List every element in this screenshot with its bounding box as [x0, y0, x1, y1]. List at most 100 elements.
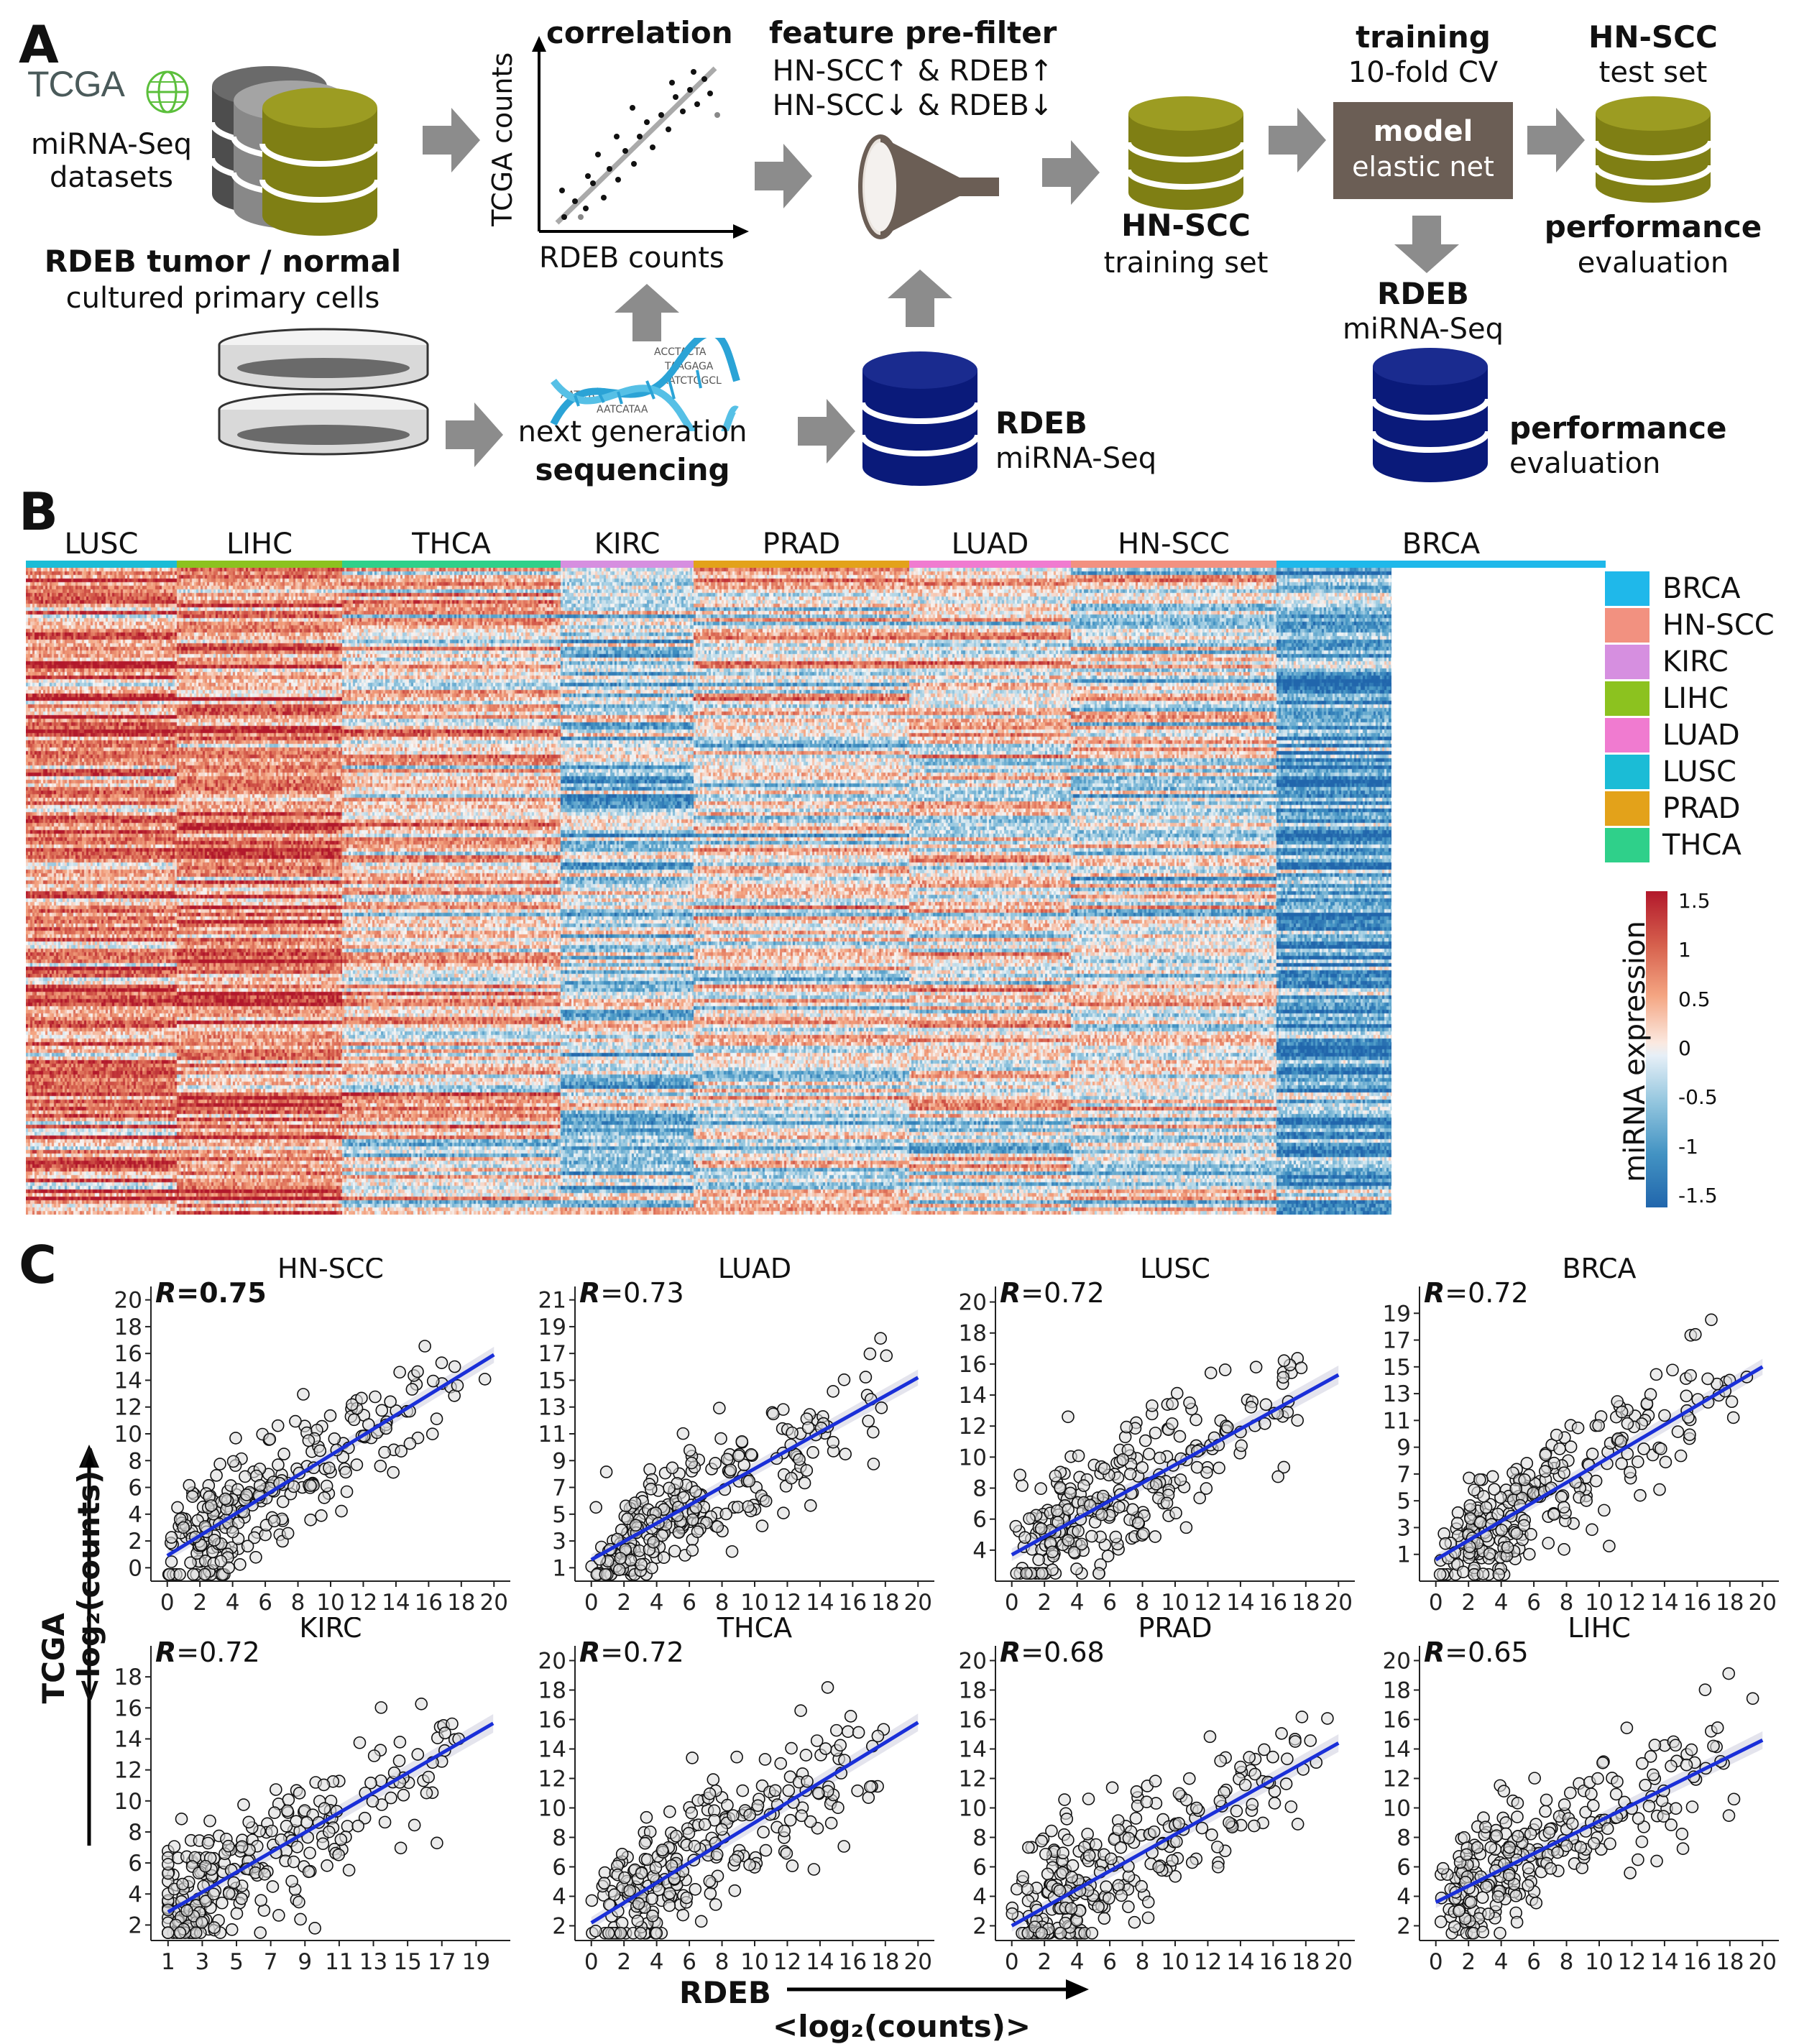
y-tick-label: 18: [114, 1665, 142, 1690]
scatter-point: [1077, 1479, 1090, 1492]
scatter-point: [1624, 1866, 1637, 1879]
funnel-icon: [858, 134, 999, 239]
scatter-point: [1655, 1442, 1667, 1455]
scatter-point: [355, 1391, 368, 1405]
scatter-point: [205, 1499, 218, 1512]
tcga-desc-line2: datasets: [49, 161, 174, 194]
scatter-point: [397, 1788, 410, 1802]
heatmap-group-label: THCA: [412, 528, 491, 561]
hnscc-test-database-icon: [1593, 96, 1713, 203]
arrow-right-icon: [1042, 140, 1100, 205]
scatter-point: [1558, 1543, 1570, 1556]
scatter-point: [862, 1791, 875, 1804]
scatter-point: [1698, 1683, 1712, 1696]
scatter-point: [1542, 1826, 1556, 1839]
scatter-point: [1685, 1743, 1698, 1757]
scatter-point: [235, 1892, 248, 1905]
scatter-point: [1586, 1447, 1599, 1460]
x-tick-label: 14: [1226, 1949, 1254, 1975]
scatter-point: [728, 1854, 742, 1867]
scatter-point: [430, 1412, 443, 1425]
x-tick-label: 14: [1650, 1590, 1678, 1616]
scatter-point: [1295, 1711, 1309, 1723]
scatter-point: [1575, 1861, 1588, 1874]
scatter-point: [589, 1501, 602, 1514]
scatter-point: [819, 1742, 832, 1755]
scatter-point: [347, 1413, 361, 1427]
scatter-point: [725, 1544, 739, 1558]
fit-line: [1011, 1741, 1340, 1928]
scatter-point: [435, 1356, 448, 1369]
scatter-point: [1680, 1758, 1693, 1772]
x-tick-label: 18: [1292, 1590, 1320, 1616]
y-tick-label: 16: [1383, 1708, 1411, 1734]
y-tick-label: 2: [552, 1914, 566, 1940]
y-tick-label: 10: [538, 1796, 566, 1822]
scatter-point: [1174, 1473, 1187, 1486]
fit-line: [590, 1721, 919, 1925]
scatter-point: [1034, 1482, 1047, 1496]
y-axis-label: TCGA <log₂(counts)>: [36, 1322, 106, 1826]
scatter-point: [1524, 1527, 1537, 1541]
panel-b-letter: B: [19, 482, 58, 542]
scatter-point: [1671, 1425, 1685, 1438]
scatter-point: [1614, 1435, 1628, 1448]
scatter-point: [663, 1805, 676, 1818]
legend-swatch: [1605, 828, 1650, 862]
scatter-point: [187, 1567, 200, 1581]
scatter-point: [1023, 1512, 1036, 1525]
scatter-point: [1179, 1521, 1193, 1534]
colorbar-tick-label: 0.5: [1678, 987, 1711, 1011]
scatter-point: [285, 1874, 298, 1888]
scatter-point: [1522, 1861, 1535, 1875]
colorbar-tick-label: -1.5: [1678, 1184, 1718, 1207]
scatter-point: [1520, 1457, 1534, 1470]
x-tick-label: 10: [1161, 1949, 1189, 1975]
scatter-point: [698, 1818, 712, 1831]
scatter-point: [1141, 1911, 1155, 1925]
scatter-point: [425, 1427, 439, 1441]
scatter-point: [1510, 1915, 1524, 1929]
scatter-point: [786, 1859, 799, 1872]
correlation-ylabel: TCGA counts: [487, 52, 519, 226]
y-tick-label: 15: [1383, 1355, 1411, 1381]
scatter-point: [1705, 1313, 1718, 1327]
scatter-point: [384, 1395, 397, 1409]
heatmap-group-label: BRCA: [1402, 528, 1481, 561]
scatter-point: [751, 1799, 765, 1813]
scatter-point: [1473, 1516, 1487, 1529]
scatter-point: [1149, 1478, 1163, 1491]
y-tick-label: 10: [1383, 1796, 1411, 1822]
scatter-point: [1166, 1397, 1179, 1411]
scatter-point: [318, 1491, 331, 1504]
scatter-point: [334, 1833, 348, 1846]
scatter-point: [1105, 1781, 1119, 1795]
scatter-point: [1045, 1824, 1058, 1838]
scatter-point: [624, 1554, 638, 1567]
scatter-point: [1453, 1905, 1466, 1918]
y-tick-label: 18: [959, 1678, 987, 1704]
x-tick-label: 8: [715, 1949, 730, 1975]
heatmap-group-label: LUSC: [64, 528, 139, 561]
correlation-dots: [559, 69, 720, 220]
scatter-point: [1463, 1471, 1476, 1485]
x-tick-label: 20: [1325, 1949, 1353, 1975]
test-title: HN-SCC: [1588, 19, 1718, 55]
prefilter-line1: HN-SCC↑ & RDEB↑: [772, 55, 1054, 88]
legend-label: LIHC: [1662, 682, 1729, 715]
scatter-point: [210, 1469, 223, 1482]
scatter-point: [185, 1490, 199, 1504]
scatter-point: [599, 1567, 612, 1581]
scatter-point: [640, 1810, 653, 1824]
x-tick-label: 12: [773, 1590, 801, 1616]
scatter-point: [1137, 1527, 1150, 1540]
scatter-point: [759, 1843, 773, 1857]
scatter-point: [1509, 1889, 1523, 1902]
y-tick-label: 12: [114, 1395, 142, 1421]
scatter-point: [785, 1471, 798, 1485]
legend-label: HN-SCC: [1662, 609, 1775, 642]
y-tick-label: 14: [959, 1737, 987, 1763]
scatter-point: [778, 1824, 791, 1838]
scatter-point: [448, 1360, 461, 1373]
scatter-point: [650, 1926, 663, 1940]
